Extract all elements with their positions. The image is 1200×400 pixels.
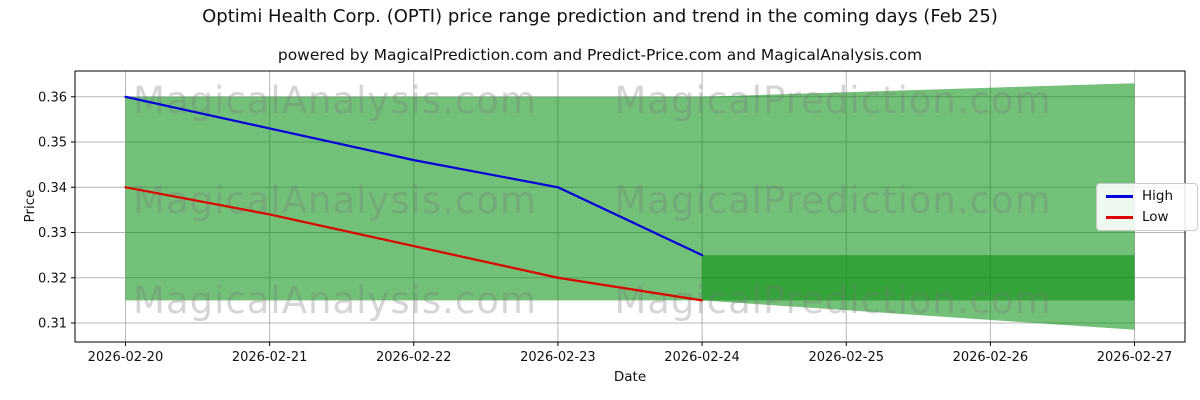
legend-entry-high: High: [1097, 188, 1197, 205]
y-tick-label: 0.33: [38, 226, 67, 241]
low-line: [124, 186, 704, 302]
watermark-text: MagicalAnalysis.com: [133, 79, 537, 122]
legend: High Low: [1096, 183, 1198, 231]
legend-label-low: Low: [1142, 208, 1169, 225]
chart-subtitle: powered by MagicalPrediction.com and Pre…: [277, 46, 923, 64]
legend-entry-low: Low: [1097, 209, 1197, 226]
y-axis-label: Price: [22, 189, 38, 223]
y-tick-label: 0.35: [38, 136, 67, 151]
watermark-text: MagicalPrediction.com: [614, 279, 1051, 322]
watermark-text: MagicalPrediction.com: [614, 179, 1051, 222]
high-line-swatch: [1106, 195, 1133, 198]
y-tick-label: 0.32: [38, 271, 67, 286]
x-tick-label: 2026-02-22: [376, 350, 452, 365]
x-tick-label: 2026-02-20: [88, 350, 164, 365]
x-tick-label: 2026-02-24: [664, 350, 740, 365]
watermark-text: MagicalPrediction.com: [614, 79, 1051, 122]
y-tick-label: 0.34: [38, 181, 67, 196]
prediction-range-inner: [702, 255, 1135, 301]
x-tick-label: 2026-02-25: [808, 350, 884, 365]
high-line: [124, 95, 704, 257]
x-tick-label: 2026-02-23: [520, 350, 596, 365]
x-axis-label: Date: [613, 369, 647, 385]
x-tick-label: 2026-02-21: [232, 350, 308, 365]
x-tick-label: 2026-02-26: [953, 350, 1029, 365]
y-tick-label: 0.31: [38, 316, 67, 331]
y-tick-label: 0.36: [38, 90, 67, 105]
chart-title: Optimi Health Corp. (OPTI) price range p…: [202, 6, 998, 27]
watermark-text: MagicalAnalysis.com: [133, 279, 537, 322]
low-line-swatch: [1106, 216, 1133, 219]
x-tick-label: 2026-02-27: [1097, 350, 1173, 365]
legend-label-high: High: [1142, 187, 1174, 204]
